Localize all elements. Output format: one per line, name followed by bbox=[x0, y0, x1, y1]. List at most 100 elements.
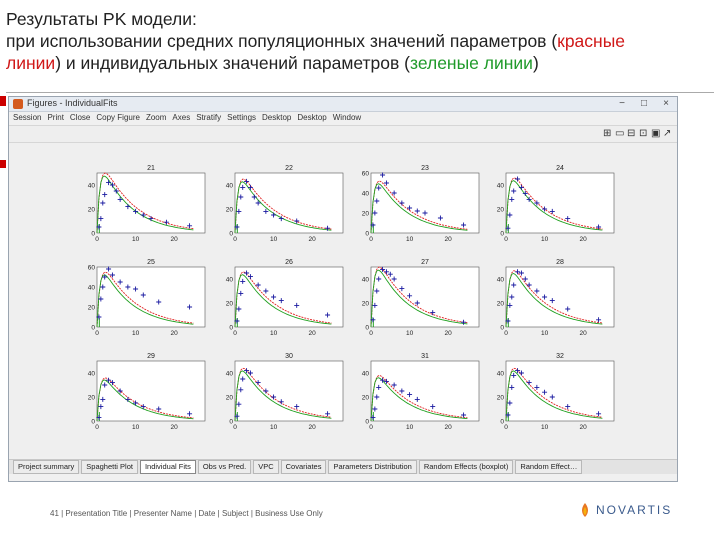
undock-arrow-icon[interactable]: ↗ bbox=[663, 128, 672, 139]
y-tick-label: 20 bbox=[362, 301, 370, 308]
menu-zoom[interactable]: Zoom bbox=[145, 113, 167, 122]
x-tick-label: 10 bbox=[132, 424, 140, 431]
x-tick-label: 0 bbox=[95, 424, 99, 431]
fit-panel-29: 29 40 20 00 10 20 bbox=[88, 353, 206, 431]
observation-point bbox=[515, 368, 521, 374]
dock-view-icon[interactable]: ▣ bbox=[651, 128, 661, 139]
tab-obs-vs-pred[interactable]: Obs vs Pred. bbox=[197, 460, 252, 474]
single-view-icon[interactable]: ▭ bbox=[615, 128, 625, 139]
observation-point bbox=[391, 190, 397, 196]
observation-point bbox=[140, 212, 146, 218]
x-tick-label: 20 bbox=[171, 236, 179, 243]
observation-point bbox=[244, 270, 250, 276]
observation-point bbox=[515, 176, 521, 182]
panel-axes-box bbox=[505, 266, 615, 328]
y-tick-label: 0 bbox=[365, 419, 369, 426]
tab-individual-fits[interactable]: Individual Fits bbox=[139, 460, 196, 474]
observation-point bbox=[515, 269, 521, 275]
population-prediction-line bbox=[234, 271, 332, 328]
observation-point bbox=[511, 188, 517, 194]
observation-point bbox=[526, 196, 532, 202]
tab-spaghetti-plot[interactable]: Spaghetti Plot bbox=[81, 460, 138, 474]
x-tick-label: 20 bbox=[445, 330, 453, 337]
observation-point bbox=[505, 412, 511, 418]
tab-vpc[interactable]: VPC bbox=[253, 460, 279, 474]
observation-point bbox=[294, 218, 300, 224]
maximize-button[interactable]: □ bbox=[640, 98, 648, 109]
menu-stratify[interactable]: Stratify bbox=[196, 113, 222, 122]
x-tick-label: 20 bbox=[309, 330, 317, 337]
observation-point bbox=[391, 276, 397, 282]
title-red-words-2: линии bbox=[6, 53, 56, 73]
observation-point bbox=[234, 413, 240, 419]
observation-point bbox=[383, 180, 389, 186]
tab-covariates[interactable]: Covariates bbox=[280, 460, 327, 474]
observation-point bbox=[236, 401, 242, 407]
fit-panel-31: 31 40 20 00 10 20 bbox=[362, 353, 480, 431]
menu-settings[interactable]: Settings bbox=[227, 113, 257, 122]
observation-point bbox=[522, 276, 528, 282]
menu-desktop-1[interactable]: Desktop bbox=[262, 113, 292, 122]
y-tick-label: 40 bbox=[362, 371, 370, 378]
individual-prediction-line bbox=[505, 180, 603, 234]
observation-point bbox=[96, 314, 102, 320]
x-tick-label: 10 bbox=[406, 330, 414, 337]
tab-parameters-distribution[interactable]: Parameters Distribution bbox=[328, 460, 417, 474]
y-tick-label: 0 bbox=[91, 231, 95, 238]
tab-random-effects-2[interactable]: Random Effect… bbox=[515, 460, 583, 474]
observation-point bbox=[507, 400, 513, 406]
observation-point bbox=[117, 196, 123, 202]
close-button[interactable]: × bbox=[663, 98, 669, 109]
observation-point bbox=[325, 225, 331, 231]
population-prediction-line bbox=[234, 178, 332, 234]
x-tick-label: 10 bbox=[132, 330, 140, 337]
menu-axes[interactable]: Axes bbox=[172, 113, 191, 122]
x-tick-label: 0 bbox=[369, 424, 373, 431]
observation-point bbox=[518, 370, 524, 376]
y-tick-label: 20 bbox=[88, 207, 96, 214]
observation-point bbox=[109, 182, 115, 188]
observation-point bbox=[391, 382, 397, 388]
observation-point bbox=[244, 178, 250, 184]
x-tick-label: 20 bbox=[580, 236, 588, 243]
novartis-flame-icon bbox=[582, 503, 588, 517]
menu-print[interactable]: Print bbox=[47, 113, 64, 122]
tab-random-effects-boxplot[interactable]: Random Effects (boxplot) bbox=[418, 460, 514, 474]
window-title: Figures - IndividualFits bbox=[27, 98, 118, 108]
y-tick-label: 40 bbox=[88, 285, 96, 292]
individual-prediction-line bbox=[370, 377, 468, 422]
title-close-paren: ) bbox=[532, 53, 539, 73]
menu-session[interactable]: Session bbox=[13, 113, 42, 122]
panel-title: 23 bbox=[421, 165, 429, 172]
tile-grid-icon[interactable]: ⊞ bbox=[603, 128, 612, 139]
observation-point bbox=[109, 380, 115, 386]
observation-point bbox=[542, 294, 548, 300]
menu-close[interactable]: Close bbox=[69, 113, 91, 122]
panel-title: 26 bbox=[285, 259, 293, 266]
red-accent-mark-2 bbox=[0, 160, 6, 168]
observation-point bbox=[509, 196, 515, 202]
menu-copy-figure[interactable]: Copy Figure bbox=[96, 113, 140, 122]
observation-point bbox=[140, 404, 146, 410]
red-accent-mark bbox=[0, 96, 6, 106]
matlab-app-icon bbox=[13, 99, 23, 109]
observation-point bbox=[534, 288, 540, 294]
observation-point bbox=[565, 306, 571, 312]
figure-tab-bar: Project summary Spaghetti Plot Individua… bbox=[9, 459, 677, 474]
observation-point bbox=[234, 318, 240, 324]
observation-point bbox=[399, 200, 405, 206]
menu-desktop-2[interactable]: Desktop bbox=[297, 113, 327, 122]
title-green-words: зеленые линии bbox=[410, 53, 533, 73]
observation-point bbox=[102, 382, 108, 388]
menu-window[interactable]: Window bbox=[332, 113, 362, 122]
y-tick-label: 40 bbox=[226, 183, 234, 190]
split-view-icon[interactable]: ⊟ bbox=[627, 128, 636, 139]
y-tick-label: 40 bbox=[226, 371, 234, 378]
minimize-button[interactable]: − bbox=[619, 98, 625, 109]
observation-point bbox=[509, 294, 515, 300]
float-view-icon[interactable]: ⊡ bbox=[639, 128, 648, 139]
tab-project-summary[interactable]: Project summary bbox=[13, 460, 80, 474]
observation-point bbox=[549, 298, 555, 304]
x-tick-label: 10 bbox=[270, 236, 278, 243]
y-tick-label: 0 bbox=[229, 325, 233, 332]
